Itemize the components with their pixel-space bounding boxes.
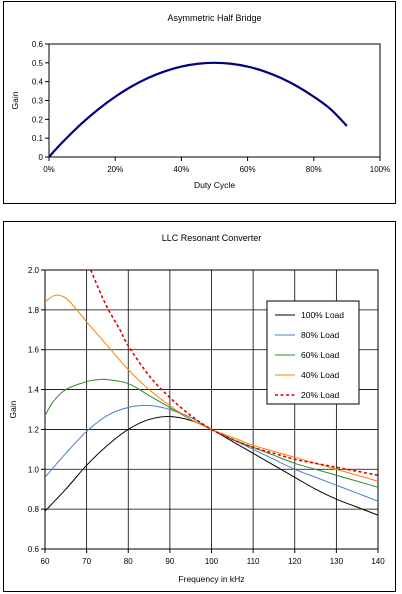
x-axis-label: Frequency in kHz (178, 574, 244, 584)
chart-svg-top: 0% 20% 40% 60% 80% 100% 0 0.1 0.2 0.3 0.4 0.5 0.6 Asy… (10, 13, 390, 190)
x-tick-label: 100% (370, 165, 390, 174)
x-tick-label: 110 (247, 557, 260, 566)
x-tick-label: 60% (240, 165, 256, 174)
x-tick-label: 60 (41, 557, 50, 566)
x-tick-label: 20% (107, 165, 123, 174)
y-tick-label: 0.4 (32, 78, 44, 87)
y-tick-label: 1.4 (28, 386, 40, 395)
y-tick-label: 0.2 (32, 115, 44, 124)
y-tick-label: 0 (39, 153, 44, 162)
plot-area (49, 44, 380, 157)
legend-label: 80% Load (301, 330, 340, 340)
chart-title: Asymmetric Half Bridge (167, 13, 261, 23)
x-tick-label: 120 (288, 557, 302, 566)
legend-label: 20% Load (301, 390, 340, 400)
legend-label: 40% Load (301, 370, 340, 380)
series-line-0 (49, 61, 348, 157)
x-tick-label: 130 (330, 557, 344, 566)
x-tick-label: 0% (43, 165, 55, 174)
y-tick-label: 0.8 (28, 505, 40, 514)
y-tick-label: 1.2 (28, 425, 40, 434)
series-line-4 (90, 270, 378, 477)
x-tick-label: 40% (173, 165, 189, 174)
x-tick-label: 90 (165, 557, 174, 566)
y-tick-label: 0.6 (32, 40, 44, 49)
legend-label: 60% Load (301, 350, 340, 360)
y-tick-label: 2.0 (28, 266, 40, 275)
x-tick-label: 140 (371, 557, 385, 566)
x-tick-label: 100 (205, 557, 219, 566)
y-tick-label: 1.6 (28, 346, 40, 355)
x-tick-label: 80 (124, 557, 133, 566)
chart-asymmetric-half-bridge: 0% 20% 40% 60% 80% 100% 0 0.1 0.2 0.3 0.4 0.5 0.6 Asy… (3, 1, 396, 204)
chart-svg-bottom: 60 70 80 90 100 110 120 130 140 0.6 0.8 1.0 1.2 1.4 1.… (8, 233, 385, 584)
y-tick-label: 1.0 (28, 465, 40, 474)
x-tick-label: 80% (306, 165, 322, 174)
x-tick-label: 70 (82, 557, 91, 566)
chart-title: LLC Resonant Converter (162, 233, 262, 243)
y-tick-label: 0.1 (32, 134, 44, 143)
y-axis-label: Gain (10, 91, 20, 109)
y-tick-label: 1.8 (28, 306, 40, 315)
y-tick-label: 0.6 (28, 545, 40, 554)
y-axis-label: Gain (8, 400, 18, 418)
y-tick-label: 0.5 (32, 59, 44, 68)
chart-llc-resonant-converter: 60 70 80 90 100 110 120 130 140 0.6 0.8 1.0 1.2 1.4 1.… (3, 221, 396, 592)
legend-label: 100% Load (301, 310, 344, 320)
y-tick-label: 0.3 (32, 97, 44, 106)
legend-box (266, 300, 360, 405)
x-axis-label: Duty Cycle (194, 180, 235, 190)
